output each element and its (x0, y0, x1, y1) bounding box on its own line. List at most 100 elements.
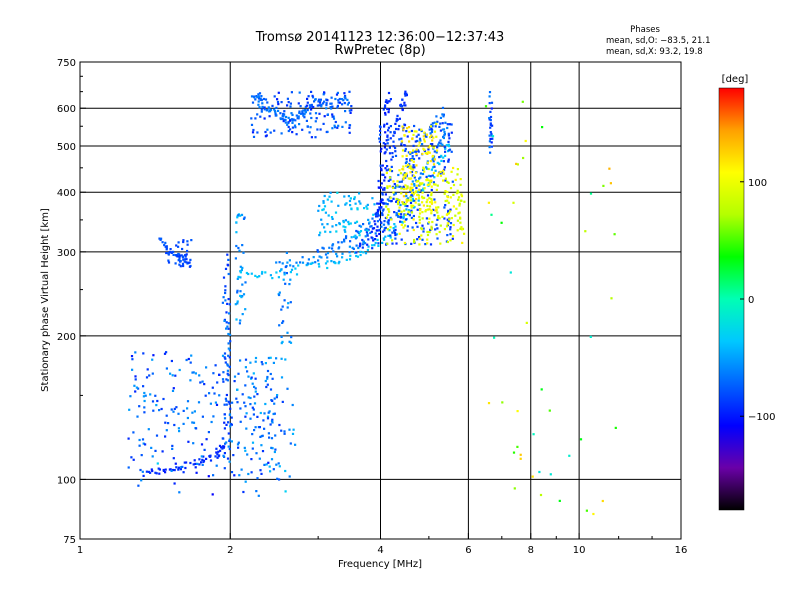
data-point (376, 208, 379, 212)
data-point (235, 221, 238, 224)
data-point (250, 272, 253, 275)
data-point (385, 205, 388, 208)
data-point (344, 219, 347, 222)
data-point (282, 320, 285, 323)
data-point (541, 126, 544, 129)
data-point (442, 136, 445, 140)
data-point (418, 128, 421, 131)
data-point (372, 239, 375, 242)
data-point (359, 242, 362, 245)
data-point (418, 141, 421, 144)
data-point (568, 454, 571, 457)
data-point (435, 122, 438, 125)
data-point (227, 272, 230, 276)
data-point (276, 394, 279, 397)
data-point (200, 455, 203, 458)
x-axis: 1 2 4 6 8 10 16 (77, 533, 687, 556)
data-point (519, 453, 522, 456)
data-point (405, 160, 408, 163)
data-point (209, 454, 212, 457)
data-point (389, 216, 392, 219)
data-point (222, 437, 225, 440)
data-point (355, 251, 358, 254)
data-point (280, 308, 283, 311)
data-point (368, 221, 371, 224)
data-point (387, 219, 390, 222)
data-point (178, 263, 181, 266)
data-point (409, 201, 413, 204)
data-point (267, 461, 270, 464)
data-point (181, 247, 184, 251)
data-point (406, 187, 409, 190)
data-point (350, 207, 353, 210)
data-point (182, 471, 185, 474)
data-point (418, 218, 421, 221)
data-point (273, 402, 276, 405)
data-point (418, 177, 421, 180)
data-point (490, 132, 493, 135)
data-point (173, 469, 176, 472)
data-point (266, 369, 270, 373)
data-point (403, 101, 406, 104)
data-point (228, 356, 231, 359)
data-point (294, 443, 297, 446)
data-point (435, 188, 438, 191)
data-point (139, 468, 142, 472)
data-point (280, 342, 283, 345)
data-point (338, 101, 342, 104)
data-point (314, 98, 317, 101)
data-point (444, 199, 447, 203)
data-point (169, 248, 172, 251)
data-point (487, 402, 491, 405)
data-point (389, 234, 392, 237)
data-point (203, 448, 206, 451)
data-point (387, 129, 390, 132)
data-point (224, 299, 227, 302)
data-point (422, 135, 425, 138)
data-point (292, 118, 295, 121)
data-point (254, 390, 257, 393)
data-point (377, 214, 380, 217)
data-point (294, 119, 297, 122)
data-point (258, 457, 261, 460)
data-point (328, 246, 331, 249)
data-point (419, 183, 422, 186)
data-point (409, 188, 412, 191)
data-point (436, 149, 439, 152)
data-point (178, 491, 181, 494)
data-point (282, 278, 285, 281)
data-point (326, 99, 329, 102)
data-point (244, 405, 247, 408)
data-point (334, 97, 337, 101)
data-point (271, 418, 274, 421)
data-point (328, 195, 331, 198)
data-point (250, 123, 254, 126)
data-point (355, 244, 358, 247)
data-point (160, 407, 163, 411)
data-point (394, 233, 397, 237)
data-point (377, 229, 381, 232)
data-point (303, 113, 306, 116)
data-point (429, 125, 432, 128)
data-point (152, 354, 155, 357)
data-point (489, 110, 492, 113)
data-point (371, 244, 374, 247)
data-point (410, 199, 413, 202)
data-point (187, 357, 190, 361)
data-point (280, 357, 283, 360)
data-point (245, 412, 248, 415)
data-point (239, 265, 242, 268)
data-point (386, 228, 389, 231)
data-point (259, 411, 262, 415)
data-point (178, 430, 181, 433)
data-point (386, 142, 389, 145)
data-point (237, 275, 240, 278)
data-point (421, 191, 424, 194)
data-point (225, 441, 228, 444)
data-point (256, 393, 259, 396)
data-point (421, 238, 424, 241)
data-point (459, 178, 462, 181)
data-point (241, 244, 244, 247)
data-point (239, 290, 242, 293)
data-point (463, 232, 466, 235)
